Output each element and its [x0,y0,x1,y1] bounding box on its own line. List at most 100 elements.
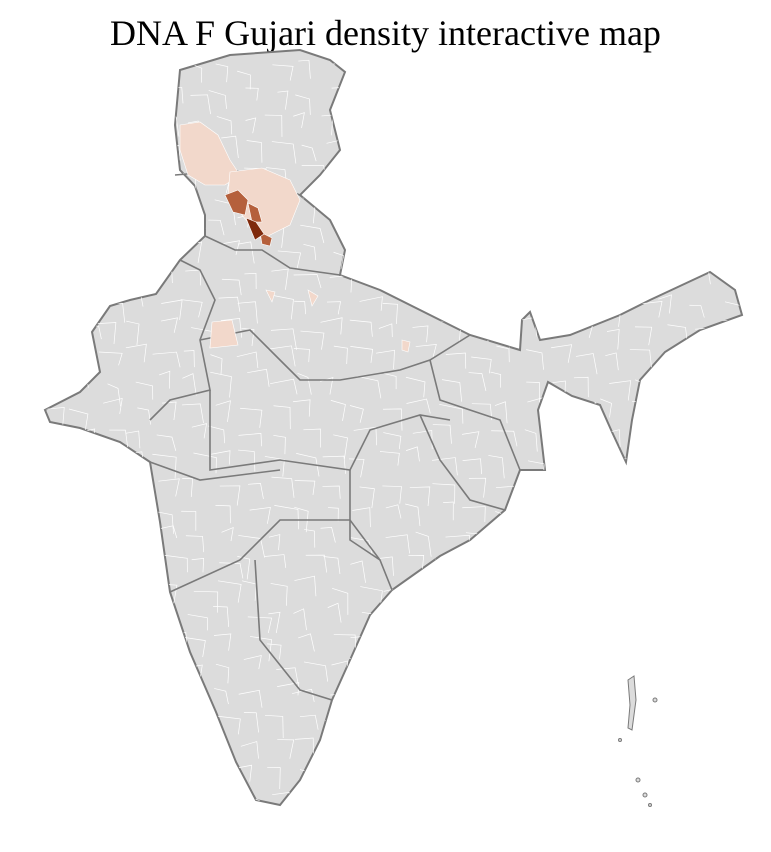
district-boundary [267,345,296,367]
district-boundary [524,429,538,452]
district-boundary [325,716,350,739]
district-boundary [406,694,423,718]
district-boundary [277,90,289,110]
district-boundary [640,560,655,581]
district-boundary [322,485,341,499]
district-boundary [694,508,720,530]
district-boundary [293,348,310,363]
district-boundary [106,195,131,213]
district-boundary [495,799,518,805]
district-boundary [405,218,427,238]
district-boundary [686,636,711,657]
district-boundary [105,476,122,494]
district-boundary [77,713,93,727]
district-boundary [45,251,56,269]
district-boundary [294,506,309,533]
district-boundary [722,65,737,88]
district-boundary [573,145,598,164]
district-boundary [238,764,253,782]
district-boundary [192,791,211,805]
district-boundary [656,120,676,143]
district-boundary [657,640,681,655]
district-boundary [213,606,230,627]
district-boundary [158,478,180,497]
district-boundary [322,455,347,474]
district-boundary [714,219,731,241]
district-boundary [719,788,740,802]
district-boundary [107,383,121,407]
district-boundary [378,266,394,289]
district-boundary [434,64,455,89]
district-boundary [490,371,502,388]
district-boundary [553,70,567,87]
district-boundary [270,378,298,395]
district-boundary [330,400,346,422]
district-boundary [75,509,86,532]
district-boundary [659,787,679,805]
district-boundary [583,94,598,115]
district-boundary [583,456,601,473]
district-boundary [434,588,452,609]
district-boundary [45,349,55,370]
district-boundary [461,431,480,449]
district-boundary [376,212,394,227]
district-boundary [52,477,71,497]
district-boundary [603,528,623,546]
district-boundary [383,432,402,450]
district-boundary [99,759,128,781]
district-boundary [354,117,378,140]
district-boundary [607,636,632,658]
district-boundary [690,736,716,754]
district-boundary [320,317,343,335]
district-boundary [271,141,297,164]
district-boundary [634,691,650,705]
district-boundary [552,711,569,730]
district-boundary [637,634,648,648]
district-boundary [520,669,533,688]
district-boundary [546,319,564,334]
district-boundary [494,216,516,239]
district-boundary [544,562,564,585]
district-boundary [525,535,544,559]
district-boundary [156,511,174,534]
district-boundary [184,688,204,709]
district-boundary [98,660,122,682]
district-boundary [629,112,646,128]
district-boundary [134,270,160,288]
district-boundary [752,602,771,621]
district-boundary [215,63,229,83]
district-boundary [751,138,765,152]
district-boundary [722,319,739,342]
district-boundary [412,325,429,343]
district-boundary [685,247,707,263]
district-boundary [440,721,461,744]
district-boundary [753,665,771,689]
district-boundary [745,98,767,112]
district-boundary [557,268,580,283]
district-boundary [606,172,621,200]
district-boundary [693,694,720,709]
district-boundary [443,501,454,521]
district-boundary [584,241,609,257]
district-boundary [296,788,312,805]
district-boundary [69,302,94,324]
district-boundary [356,773,370,791]
district-boundary [582,226,595,249]
district-boundary [555,219,578,239]
district-boundary [45,161,65,184]
district-boundary [298,59,311,79]
district-boundary [744,504,755,522]
district-boundary [249,507,271,524]
district-boundary [582,426,594,452]
district-boundary [384,163,402,180]
district-boundary [249,636,273,662]
district-boundary [545,408,565,429]
district-boundary [687,119,710,133]
district-boundary [604,667,616,687]
district-boundary [496,268,512,290]
district-boundary [357,222,378,243]
district-boundary [685,172,699,189]
district-boundary [519,684,535,704]
district-boundary [492,253,509,271]
